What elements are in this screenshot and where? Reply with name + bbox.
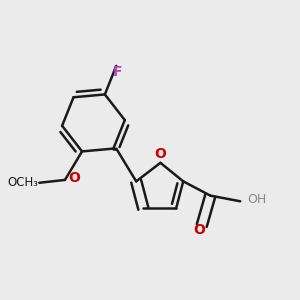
- Text: O: O: [68, 172, 80, 185]
- Text: F: F: [113, 64, 122, 79]
- Text: O: O: [193, 223, 205, 237]
- Text: OCH₃: OCH₃: [7, 176, 38, 189]
- Text: OH: OH: [247, 194, 267, 206]
- Text: O: O: [154, 147, 166, 161]
